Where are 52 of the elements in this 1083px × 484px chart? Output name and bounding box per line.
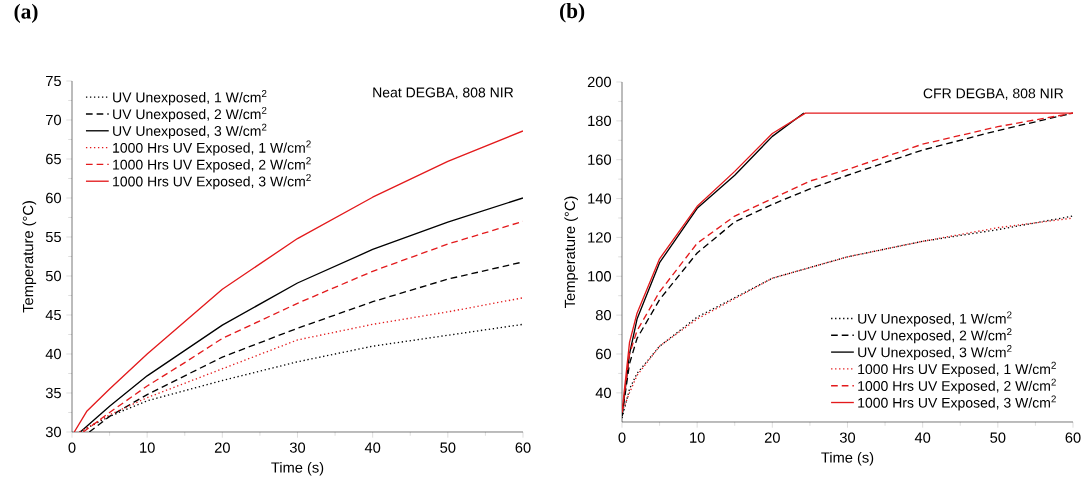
chart-title: (a) xyxy=(14,3,38,23)
x-tick-label: 50 xyxy=(990,432,1006,443)
y-tick-label: 65 xyxy=(46,153,61,165)
legend-label: 1000 Hrs UV Exposed, 1 W/cm$^{2}$ xyxy=(858,361,1056,377)
legend-label: UV Unexposed, 1 W/cm$^{2}$ xyxy=(113,90,267,106)
x-tick-label: 20 xyxy=(764,432,780,443)
y-tick-label: 75 xyxy=(46,75,61,87)
x-tick-label: 60 xyxy=(515,442,531,453)
legend-label: UV Unexposed, 1 W/cm$^{2}$ xyxy=(858,311,1012,327)
y-tick-label: 60 xyxy=(46,192,62,204)
y-tick-label: 80 xyxy=(595,309,612,321)
x-tick-label: 10 xyxy=(690,432,705,443)
x-tick-label: 30 xyxy=(839,432,856,443)
x-tick-label: 40 xyxy=(364,442,381,453)
y-tick-label: 70 xyxy=(46,114,62,126)
x-tick-label: 0 xyxy=(618,432,626,443)
legend-label: UV Unexposed, 3 W/cm$^{2}$ xyxy=(858,345,1012,361)
y-tick-label: 45 xyxy=(45,309,61,321)
legend-label: 1000 Hrs UV Exposed, 3 W/cm$^{2}$ xyxy=(113,174,311,190)
y-tick-label: 120 xyxy=(588,232,612,243)
legend-label: 1000 Hrs UV Exposed, 1 W/cm$^{2}$ xyxy=(113,140,311,156)
y-axis-title: Temperature (°C) xyxy=(22,201,37,313)
y-tick-label: 60 xyxy=(596,348,612,360)
x-tick-label: 60 xyxy=(1065,432,1081,443)
x-tick-label: 50 xyxy=(440,442,456,453)
legend-label: 1000 Hrs UV Exposed, 2 W/cm$^{2}$ xyxy=(858,378,1056,394)
x-axis-title: Time (s) xyxy=(821,451,874,466)
annotation: CFR DEGBA, 808 NIR xyxy=(923,88,1064,100)
x-tick-label: 20 xyxy=(214,442,230,453)
y-tick-label: 160 xyxy=(588,154,612,165)
x-tick-label: 10 xyxy=(140,442,155,453)
x-tick-label: 40 xyxy=(914,432,931,443)
y-tick-label: 140 xyxy=(588,193,612,204)
x-tick-label: 30 xyxy=(289,442,306,453)
y-tick-label: 180 xyxy=(588,115,612,127)
legend-label: 1000 Hrs UV Exposed, 3 W/cm$^{2}$ xyxy=(858,395,1056,411)
legend-label: UV Unexposed, 3 W/cm$^{2}$ xyxy=(113,123,267,139)
y-tick-label: 200 xyxy=(587,76,612,88)
y-axis-title: Temperature (°C) xyxy=(564,196,578,308)
y-tick-label: 40 xyxy=(595,387,612,399)
y-tick-label: 55 xyxy=(45,231,61,243)
y-tick-label: 35 xyxy=(45,387,61,399)
x-tick-label: 0 xyxy=(68,442,76,453)
x-axis-title: Time (s) xyxy=(271,461,324,476)
legend-label: UV Unexposed, 2 W/cm$^{2}$ xyxy=(858,328,1012,344)
y-tick-label: 50 xyxy=(45,270,62,282)
annotation: Neat DEGBA, 808 NIR xyxy=(373,87,514,100)
legend-label: UV Unexposed, 2 W/cm$^{2}$ xyxy=(113,106,267,122)
legend-label: 1000 Hrs UV Exposed, 2 W/cm$^{2}$ xyxy=(113,157,311,173)
y-tick-label: 100 xyxy=(588,271,612,282)
y-tick-label: 40 xyxy=(45,348,62,360)
chart-title: (b) xyxy=(560,3,585,23)
